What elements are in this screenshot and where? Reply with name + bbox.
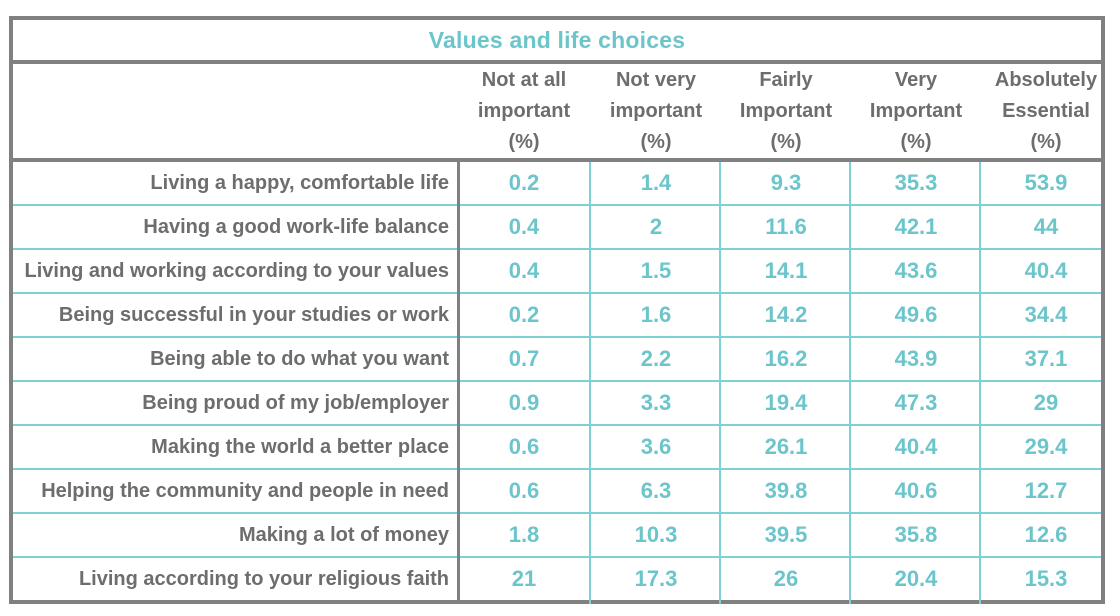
table-cell: 17.3	[634, 566, 678, 591]
column-header: Fairly Important (%)	[721, 64, 851, 158]
row-label: Being proud of my job/employer	[142, 391, 449, 414]
table-cell: 21	[511, 566, 537, 591]
table-cell: 10.3	[634, 522, 678, 547]
column-header-line: Absolutely	[994, 68, 1098, 91]
row-label: Making a lot of money	[238, 523, 449, 546]
table-row: Helping the community and people in need…	[13, 470, 1101, 514]
table-row: Being proud of my job/employer 0.9 3.3 19.4…	[13, 382, 1101, 426]
column-divider	[849, 162, 851, 604]
table-row: Being successful in your studies or work…	[13, 294, 1101, 338]
table-cell: 12.7	[1024, 478, 1068, 503]
table-cell: 3.6	[640, 434, 672, 459]
table-cell: 2.2	[640, 346, 672, 371]
table-cell: 0.9	[508, 390, 540, 415]
table-cell: 0.2	[508, 170, 540, 195]
column-header-line: Not at all	[481, 68, 567, 91]
table-cell: 1.6	[640, 302, 672, 327]
table-cell: 40.4	[894, 434, 938, 459]
table-row: Having a good work-life balance 0.4 2 11.6 4…	[13, 206, 1101, 250]
table-cell: 53.9	[1024, 170, 1068, 195]
column-header: Very Important (%)	[851, 64, 981, 158]
table-cell: 35.8	[894, 522, 938, 547]
table-cell: 44	[1033, 214, 1059, 239]
table-row: Making the world a better place 0.6 3.6 26.…	[13, 426, 1101, 470]
table-cell: 15.3	[1024, 566, 1068, 591]
row-label: Living and working according to your val…	[24, 259, 449, 282]
column-header-line: important	[609, 99, 703, 122]
table-cell: 9.3	[770, 170, 802, 195]
table-cell: 2	[649, 214, 663, 239]
table-cell: 14.2	[764, 302, 808, 327]
table-row: Being able to do what you want 0.7 2.2 16.2…	[13, 338, 1101, 382]
column-header-line: Essential	[1002, 99, 1090, 122]
table-cell: 16.2	[764, 346, 808, 371]
values-table: Values and life choices Not at all import…	[9, 16, 1105, 604]
column-divider	[457, 162, 460, 604]
table-cell: 34.4	[1024, 302, 1068, 327]
column-divider	[589, 162, 591, 604]
column-header-line: important	[477, 99, 571, 122]
table-row: Living and working according to your val…	[13, 250, 1101, 294]
table-cell: 43.9	[894, 346, 938, 371]
row-label: Having a good work-life balance	[143, 215, 449, 238]
column-header-line: (%)	[640, 130, 672, 153]
table-cell: 49.6	[894, 302, 938, 327]
column-header-line: Fairly	[759, 68, 813, 91]
table-cell: 39.5	[764, 522, 808, 547]
table-cell: 1.8	[508, 522, 540, 547]
row-label: Making the world a better place	[151, 435, 449, 458]
table-cell: 11.6	[765, 214, 807, 239]
table-cell: 0.4	[508, 258, 540, 283]
row-label: Living according to your religious faith	[78, 567, 449, 590]
table-cell: 0.6	[508, 434, 540, 459]
table-cell: 37.1	[1024, 346, 1068, 371]
table-cell: 40.4	[1024, 258, 1068, 283]
table-cell: 1.5	[640, 258, 672, 283]
column-header: Not at all important (%)	[459, 64, 589, 158]
table-cell: 0.6	[508, 478, 540, 503]
table-header-row: Not at all important (%) Not very important (…	[13, 64, 1101, 162]
table-row: Living according to your religious faith…	[13, 558, 1101, 602]
column-header-line: (%)	[1030, 130, 1062, 153]
column-header-line: Not very	[615, 68, 697, 91]
column-header: Absolutely Essential (%)	[981, 64, 1111, 158]
table-cell: 39.8	[764, 478, 808, 503]
table-cell: 35.3	[894, 170, 938, 195]
table-cell: 0.7	[508, 346, 540, 371]
table-cell: 3.3	[640, 390, 672, 415]
table-cell: 0.4	[508, 214, 540, 239]
table-cell: 14.1	[764, 258, 808, 283]
row-label: Being able to do what you want	[150, 347, 449, 370]
table-title: Values and life choices	[428, 26, 686, 53]
table-cell: 47.3	[894, 390, 938, 415]
column-header-line: Important	[739, 99, 833, 122]
table-cell: 42.1	[894, 214, 938, 239]
column-header: Not very important (%)	[591, 64, 721, 158]
table-cell: 19.4	[764, 390, 808, 415]
column-header-line: (%)	[508, 130, 540, 153]
table-cell: 6.3	[640, 478, 672, 503]
table-title-row: Values and life choices	[13, 20, 1101, 64]
table-cell: 1.4	[640, 170, 672, 195]
row-label: Helping the community and people in need	[41, 479, 449, 502]
table-cell: 12.6	[1024, 522, 1068, 547]
column-divider	[979, 162, 981, 604]
table-cell: 20.4	[894, 566, 938, 591]
table-cell: 40.6	[894, 478, 938, 503]
column-header-line: Important	[869, 99, 963, 122]
table-cell: 29.4	[1024, 434, 1068, 459]
table-row: Living a happy, comfortable life 0.2 1.4 9.…	[13, 162, 1101, 206]
table-cell: 26.1	[764, 434, 808, 459]
table-cell: 0.2	[508, 302, 540, 327]
column-header-line: Very	[894, 68, 938, 91]
column-header-line: (%)	[770, 130, 802, 153]
column-divider	[719, 162, 721, 604]
column-header-line: (%)	[900, 130, 932, 153]
table-cell: 26	[773, 566, 799, 591]
row-label: Being successful in your studies or work	[58, 303, 449, 326]
table-row: Making a lot of money 1.8 10.3 39.5 35.8 12.6	[13, 514, 1101, 558]
table-cell: 43.6	[894, 258, 938, 283]
table-cell: 29	[1033, 390, 1059, 415]
row-label: Living a happy, comfortable life	[150, 171, 449, 194]
